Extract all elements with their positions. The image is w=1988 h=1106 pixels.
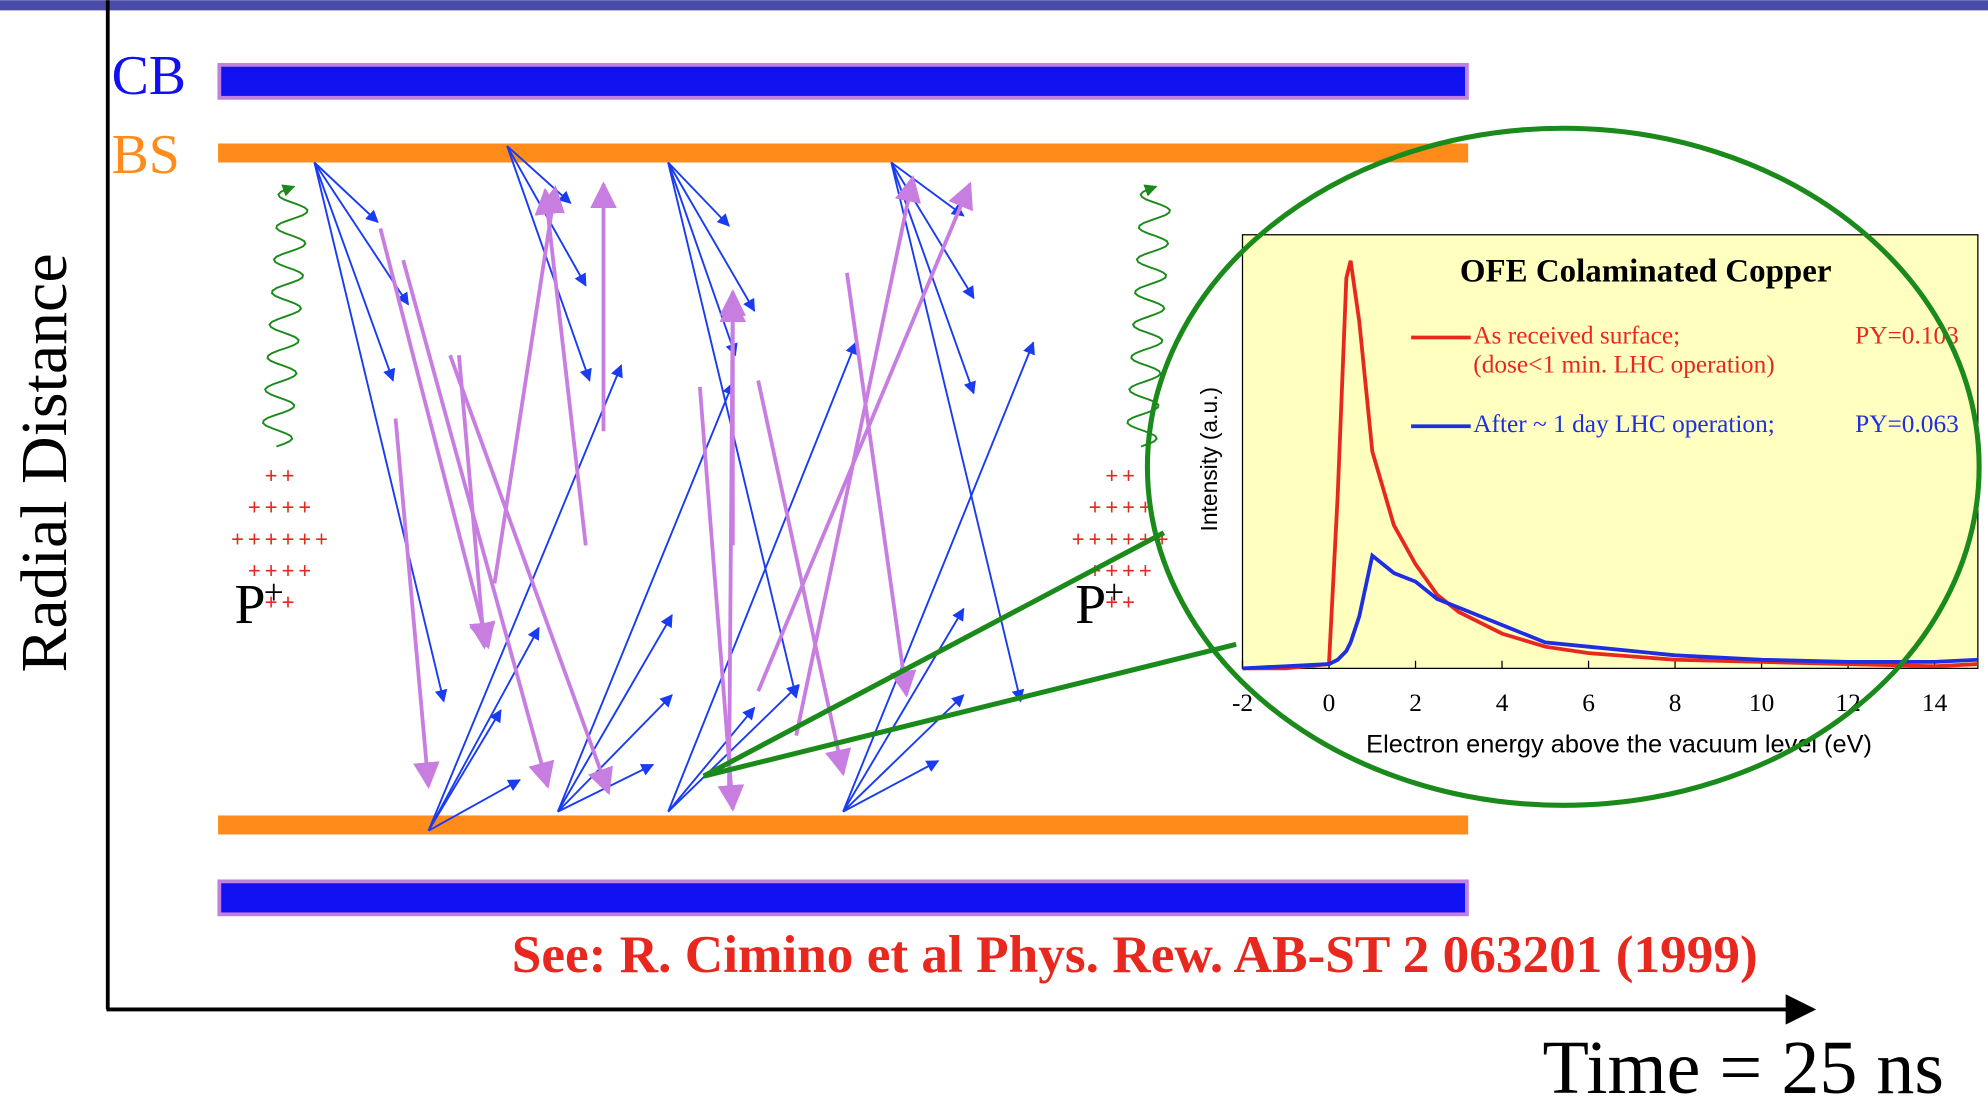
slide: CB BS Radial Distance Time = 25 ns See: … [0,0,1988,1106]
electron-arrow [558,383,733,812]
bs-bar-top [218,143,1468,162]
electron-arrow [314,163,377,223]
photon-arrow [450,355,608,792]
proton-letter: P [1075,574,1106,636]
electron-arrow [314,163,393,381]
proton-charge: + [264,572,284,612]
photon-arrow [494,188,555,584]
x-tick-label: 6 [1582,689,1595,717]
inset-plot [1243,235,1978,669]
charge-row: ++++++ [231,527,332,552]
y-axis-label: Radial Distance [8,253,81,672]
bs-label: BS [112,124,180,186]
y-axis-label: Intensity (a.u.) [1196,387,1222,532]
legend-label: After ~ 1 day LHC operation; [1473,410,1775,438]
photon-arrow [459,355,484,647]
x-tick-label: 4 [1496,689,1509,717]
charges: ++++++++++++++++++P+++++++++++++++++++P+ [231,463,1172,635]
electron-arrow [668,163,735,356]
photon-arrow [847,273,907,695]
photon-wave [263,187,307,447]
x-tick-label: 10 [1749,689,1774,717]
charge-row: ++++ [1088,495,1155,520]
charge-row: ++++ [248,495,315,520]
electron-arrow [668,685,799,812]
electron-arrow [843,695,963,812]
x-tick-label: -2 [1232,689,1253,717]
photon-arrow [545,190,586,545]
photon-wave [1128,187,1170,447]
electron-arrows [263,146,1170,831]
electron-arrow [843,343,1033,812]
photon-arrow [403,260,548,786]
charge-row: ++ [265,463,299,488]
legend-note: (dose<1 min. LHC operation) [1473,350,1774,378]
chart-title: OFE Colaminated Copper [1460,254,1832,290]
x-axis-label: Electron energy above the vacuum level (… [1366,730,1872,758]
photon-arrow [758,184,970,691]
x-tick-label: 2 [1409,689,1422,717]
proton-charge: + [1104,572,1124,612]
top-band [0,0,1988,10]
callout-line [704,644,1237,776]
legend-label: As received surface; [1473,321,1680,349]
reference: See: R. Cimino et al Phys. Rew. AB-ST 2 … [512,925,1758,984]
x-tick-label: 8 [1669,689,1682,717]
charge-row: ++ [1105,463,1139,488]
proton-letter: P [235,574,266,636]
bs-bar-bottom [218,815,1468,834]
x-tick-label: 0 [1323,689,1336,717]
electron-arrow [314,163,443,702]
cb-bar-top [219,65,1467,98]
cb-bar-bottom [219,881,1467,914]
legend-py: PY=0.063 [1855,410,1959,438]
cb-label: CB [112,45,186,107]
electron-arrow [507,146,589,381]
electron-arrow [668,708,754,812]
x-axis-label: Time = 25 ns [1543,1026,1944,1106]
x-tick-label: 14 [1922,689,1948,717]
photon-arrow [396,419,429,787]
electron-arrow [843,609,963,812]
electron-arrow [429,710,501,830]
electron-arrow [429,365,622,830]
